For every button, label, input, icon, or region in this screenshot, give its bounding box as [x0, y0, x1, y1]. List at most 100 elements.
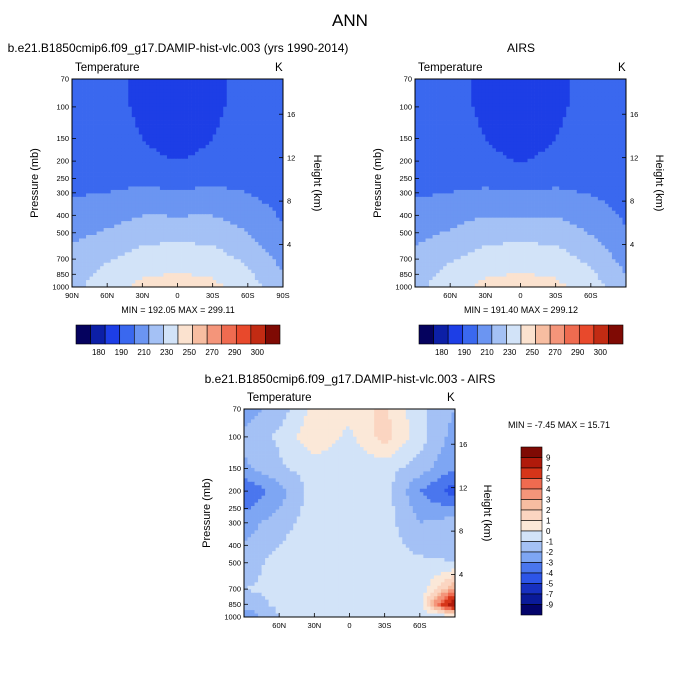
model-contour-cell	[177, 259, 182, 264]
model-contour-cell	[89, 276, 94, 281]
model-contour-cell	[188, 79, 192, 83]
obs-contour-cell	[513, 103, 518, 108]
model-contour-cell	[268, 176, 273, 180]
obs-contour-cell	[531, 85, 535, 90]
model-contour-cell	[254, 106, 259, 111]
obs-contour-cell	[601, 82, 606, 87]
model-contour-cell	[82, 245, 87, 250]
obs-contour-cell	[443, 137, 447, 142]
obs-contour-cell	[622, 106, 627, 111]
model-contour-cell	[226, 196, 231, 201]
model-contour-cell	[265, 124, 270, 128]
model-contour-cell	[149, 96, 154, 101]
model-contour-cell	[152, 259, 157, 264]
model-contour-cell	[107, 103, 112, 108]
model-contour-cell	[93, 259, 97, 264]
model-contour-cell	[135, 255, 140, 260]
model-contour-cell	[82, 103, 87, 108]
model-contour-cell	[135, 127, 140, 132]
model-contour-cell	[107, 228, 112, 232]
model-contour-cell	[202, 89, 206, 94]
model-contour-cell	[152, 186, 157, 191]
model-contour-cell	[202, 158, 206, 163]
obs-contour-cell	[506, 110, 511, 115]
model-contour-cell	[152, 162, 157, 167]
model-contour-cell	[272, 231, 277, 236]
obs-contour-cell	[520, 120, 525, 125]
model-contour-cell	[86, 238, 90, 243]
obs-contour-cell	[622, 103, 627, 108]
model-contour-cell	[275, 224, 280, 229]
model-contour-cell	[212, 99, 217, 104]
obs-contour-cell	[443, 99, 447, 104]
model-contour-cell	[117, 269, 122, 274]
obs-contour-cell	[601, 117, 606, 121]
obs-contour-cell	[471, 120, 476, 125]
model-contour-cell	[198, 217, 203, 222]
obs-contour-cell	[492, 141, 497, 146]
model-contour-cell	[205, 200, 210, 205]
model-contour-cell	[226, 266, 231, 271]
model-contour-cell	[100, 248, 104, 253]
model-contour-cell	[219, 266, 224, 271]
model-contour-cell	[107, 214, 112, 219]
model-contour-cell	[156, 92, 161, 97]
obs-contour-cell	[587, 79, 592, 83]
model-contour-cell	[131, 196, 136, 201]
model-contour-cell	[198, 113, 203, 118]
model-contour-cell	[75, 169, 80, 173]
model-contour-cell	[96, 283, 101, 288]
model-contour-cell	[121, 276, 126, 281]
obs-contour-cell	[527, 99, 532, 104]
model-contour-cell	[244, 262, 249, 267]
obs-contour-cell	[545, 148, 549, 153]
obs-contour-cell	[450, 144, 455, 149]
model-contour-cell	[251, 137, 256, 142]
model-contour-cell	[159, 235, 164, 239]
obs-contour-cell	[559, 103, 564, 108]
model-contour-cell	[202, 252, 206, 257]
obs-contour-cell	[552, 85, 557, 90]
obs-contour-cell	[492, 137, 497, 142]
obs-contour-cell	[481, 79, 486, 83]
model-contour-cell	[275, 85, 280, 90]
model-contour-cell	[275, 179, 280, 184]
model-contour-cell	[219, 165, 224, 170]
model-contour-cell	[117, 162, 122, 167]
model-contour-cell	[124, 113, 129, 118]
obs-contour-cell	[432, 141, 437, 146]
model-contour-cell	[258, 255, 263, 260]
model-contour-cell	[110, 210, 115, 215]
model-contour-cell	[72, 85, 76, 90]
model-contour-cell	[170, 203, 175, 208]
model-contour-cell	[226, 259, 231, 264]
model-contour-cell	[166, 155, 171, 160]
model-contour-cell	[156, 200, 161, 205]
obs-contour-cell	[545, 92, 549, 97]
model-contour-cell	[173, 276, 178, 281]
model-contour-cell	[131, 231, 136, 236]
model-contour-cell	[138, 238, 143, 243]
model-contour-cell	[272, 273, 277, 277]
model-contour-cell	[237, 238, 242, 243]
obs-contour-cell	[495, 120, 500, 125]
model-contour-cell	[117, 273, 122, 277]
model-contour-cell	[103, 214, 108, 219]
model-contour-cell	[72, 207, 76, 212]
model-contour-cell	[198, 103, 203, 108]
model-contour-cell	[240, 172, 245, 177]
model-contour-cell	[261, 183, 266, 187]
model-contour-cell	[72, 238, 76, 243]
obs-contour-cell	[516, 117, 521, 121]
model-contour-cell	[93, 117, 97, 121]
obs-contour-cell	[467, 137, 472, 142]
model-contour-cell	[82, 134, 87, 139]
model-contour-cell	[117, 124, 122, 128]
model-contour-cell	[100, 144, 104, 149]
model-contour-cell	[279, 79, 284, 83]
obs-contour-cell	[481, 151, 486, 156]
model-contour-cell	[237, 148, 242, 153]
model-contour-cell	[265, 176, 270, 180]
model-contour-cell	[181, 127, 185, 132]
model-contour-cell	[89, 172, 94, 177]
